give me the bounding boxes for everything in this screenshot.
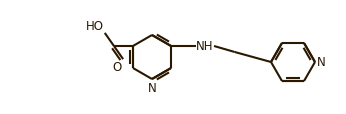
Text: HO: HO (86, 20, 104, 33)
Text: N: N (148, 81, 156, 94)
Text: NH: NH (196, 40, 214, 53)
Text: N: N (317, 56, 326, 69)
Text: O: O (113, 61, 122, 73)
